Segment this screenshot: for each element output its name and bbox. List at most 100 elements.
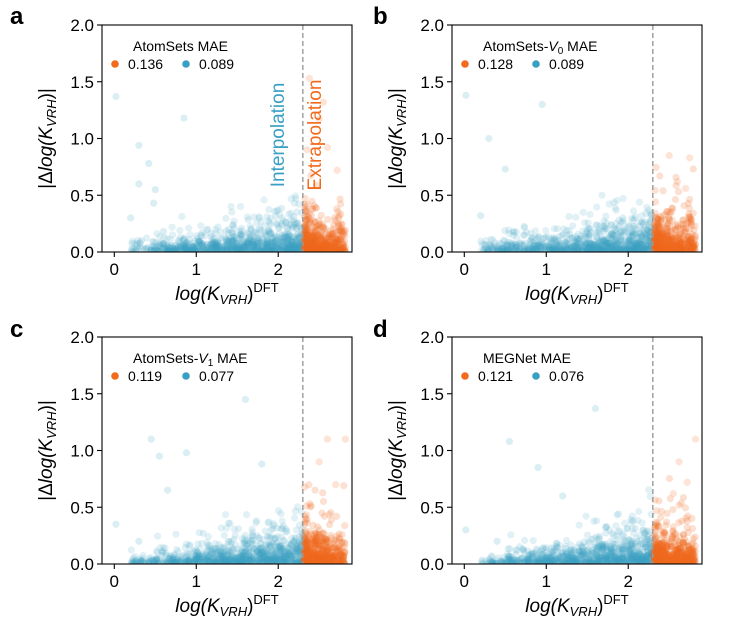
interpolation-point bbox=[176, 227, 183, 234]
interpolation-point bbox=[172, 531, 179, 538]
interpolation-point bbox=[124, 0, 131, 4]
extrapolation-point bbox=[312, 238, 319, 245]
region-label-extrapolation: Extrapolation bbox=[305, 80, 326, 191]
interpolation-point bbox=[587, 229, 594, 236]
interpolation-point bbox=[135, 538, 142, 545]
interpolation-point bbox=[240, 549, 247, 556]
interpolation-point bbox=[472, 0, 479, 4]
extrapolation-point bbox=[687, 247, 694, 254]
interpolation-point bbox=[126, 0, 133, 4]
interpolation-point bbox=[619, 214, 626, 221]
interpolation-point bbox=[256, 214, 263, 221]
interpolation-point bbox=[127, 0, 134, 4]
extrapolation-point bbox=[334, 167, 341, 174]
interpolation-point bbox=[597, 245, 604, 252]
y-tick-label: 0.0 bbox=[70, 243, 94, 262]
interpolation-point bbox=[118, 0, 125, 4]
extrapolation-point bbox=[319, 223, 326, 230]
interpolation-point bbox=[257, 241, 264, 248]
interpolation-point bbox=[582, 513, 589, 520]
interpolation-point bbox=[588, 240, 595, 247]
extrapolation-point bbox=[686, 154, 693, 161]
interpolation-point bbox=[539, 101, 546, 108]
x-axis-label: log(KVRH)DFT bbox=[175, 280, 278, 307]
y-tick-label: 0.0 bbox=[70, 555, 94, 574]
interpolation-point bbox=[243, 511, 250, 518]
interpolation-point bbox=[220, 559, 227, 566]
interpolation-point bbox=[477, 238, 484, 245]
panel-letter: c bbox=[10, 316, 23, 343]
interpolation-point bbox=[208, 237, 215, 244]
legend-marker-interpolation bbox=[182, 60, 190, 68]
interpolation-point bbox=[606, 200, 613, 207]
interpolation-point bbox=[239, 535, 246, 542]
interpolation-point bbox=[565, 213, 572, 220]
interpolation-point bbox=[282, 238, 289, 245]
interpolation-point bbox=[488, 236, 495, 243]
extrapolation-point bbox=[333, 513, 340, 520]
interpolation-point bbox=[551, 225, 558, 232]
interpolation-point bbox=[485, 135, 492, 142]
interpolation-point bbox=[193, 555, 200, 562]
extrapolation-point bbox=[656, 172, 663, 179]
interpolation-point bbox=[604, 240, 611, 247]
extrapolation-point bbox=[659, 187, 666, 194]
y-tick-label: 0.5 bbox=[420, 186, 444, 205]
interpolation-point bbox=[540, 243, 547, 250]
interpolation-point bbox=[542, 227, 549, 234]
extrapolation-point bbox=[336, 530, 343, 537]
y-axis-label: |Δlog(KVRH)| bbox=[36, 400, 59, 501]
interpolation-point bbox=[122, 0, 129, 4]
interpolation-point bbox=[118, 0, 125, 4]
extrapolation-point bbox=[334, 244, 341, 251]
legend-title: AtomSets-V1 MAE bbox=[133, 350, 248, 369]
x-tick-label: 0 bbox=[460, 260, 469, 279]
interpolation-point bbox=[121, 0, 128, 4]
interpolation-point bbox=[242, 396, 249, 403]
interpolation-point bbox=[247, 223, 254, 230]
y-tick-label: 2.0 bbox=[70, 16, 94, 35]
interpolation-point bbox=[237, 203, 244, 210]
interpolation-point bbox=[554, 241, 561, 248]
interpolation-point bbox=[502, 166, 509, 173]
interpolation-point bbox=[260, 196, 267, 203]
y-axis-label: |Δlog(KVRH)| bbox=[386, 88, 409, 189]
interpolation-point bbox=[169, 554, 176, 561]
interpolation-point bbox=[164, 487, 171, 494]
x-tick-label: 2 bbox=[273, 572, 282, 591]
interpolation-point bbox=[222, 215, 229, 222]
extrapolation-point bbox=[314, 550, 321, 557]
interpolation-point bbox=[477, 0, 484, 4]
interpolation-point bbox=[572, 214, 579, 221]
x-tick-label: 1 bbox=[192, 572, 201, 591]
interpolation-point bbox=[238, 234, 245, 241]
interpolation-point bbox=[249, 529, 256, 536]
extrapolation-point bbox=[324, 436, 331, 443]
interpolation-point bbox=[196, 238, 203, 245]
interpolation-point bbox=[180, 114, 187, 121]
interpolation-point bbox=[227, 244, 234, 251]
interpolation-point bbox=[636, 199, 643, 206]
interpolation-point bbox=[472, 0, 479, 4]
legend-marker-interpolation bbox=[532, 60, 540, 68]
extrapolation-point bbox=[308, 205, 315, 212]
extrapolation-point bbox=[686, 214, 693, 221]
interpolation-point bbox=[126, 0, 133, 4]
extrapolation-point bbox=[324, 216, 331, 223]
interpolation-point bbox=[231, 526, 238, 533]
interpolation-point bbox=[566, 227, 573, 234]
legend-mae-extrapolation: 0.119 bbox=[128, 368, 162, 384]
interpolation-point bbox=[127, 214, 134, 221]
extrapolation-point bbox=[342, 436, 349, 443]
interpolation-point bbox=[232, 555, 239, 562]
extrapolation-point bbox=[305, 481, 312, 488]
interpolation-point bbox=[281, 553, 288, 560]
interpolation-point bbox=[549, 236, 556, 243]
interpolation-point bbox=[121, 0, 128, 4]
region-label-interpolation: Interpolation bbox=[268, 83, 289, 188]
extrapolation-point bbox=[690, 165, 697, 172]
interpolation-point bbox=[185, 239, 192, 246]
interpolation-point bbox=[258, 247, 265, 254]
interpolation-point bbox=[272, 535, 279, 542]
x-tick-label: 1 bbox=[542, 260, 551, 279]
